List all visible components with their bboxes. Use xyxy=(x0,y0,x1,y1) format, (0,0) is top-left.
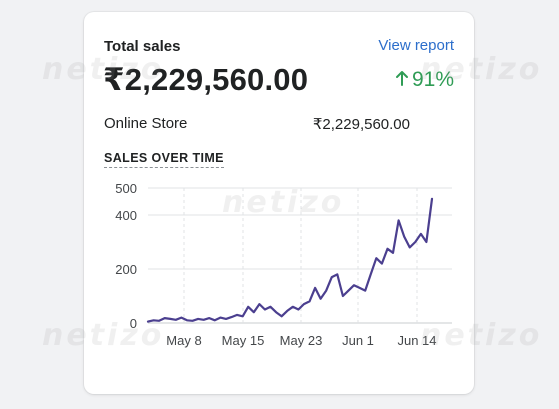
x-axis: May 8 May 15 May 23 Jun 1 Jun 14 xyxy=(166,333,436,348)
sales-change-value: 91% xyxy=(411,68,454,91)
view-report-link[interactable]: View report xyxy=(378,37,454,54)
channel-name: Online Store xyxy=(104,115,188,132)
y-tick-label: 500 xyxy=(115,181,137,196)
total-sales-amount: ₹2,229,560.00 xyxy=(103,62,309,97)
sales-line-series xyxy=(146,197,434,323)
y-tick-label: 0 xyxy=(130,316,137,331)
card-title: Total sales xyxy=(104,38,181,55)
total-sales-card: Total sales View report ₹2,229,560.00 91… xyxy=(84,12,474,394)
x-tick-label: May 23 xyxy=(280,333,323,348)
x-tick-label: Jun 1 xyxy=(342,333,374,348)
sales-over-time-heading[interactable]: SALES OVER TIME xyxy=(104,151,224,168)
sales-change-indicator: 91% xyxy=(395,68,454,92)
y-tick-label: 200 xyxy=(115,262,137,277)
x-tick-label: Jun 14 xyxy=(397,333,436,348)
channel-amount: ₹2,229,560.00 xyxy=(312,116,410,133)
chart-grid xyxy=(148,187,452,324)
y-axis: 0 200 400 500 xyxy=(115,181,137,331)
arrow-up-icon xyxy=(395,68,409,92)
x-tick-label: May 8 xyxy=(166,333,201,348)
x-tick-label: May 15 xyxy=(222,333,265,348)
y-tick-label: 400 xyxy=(115,208,137,223)
